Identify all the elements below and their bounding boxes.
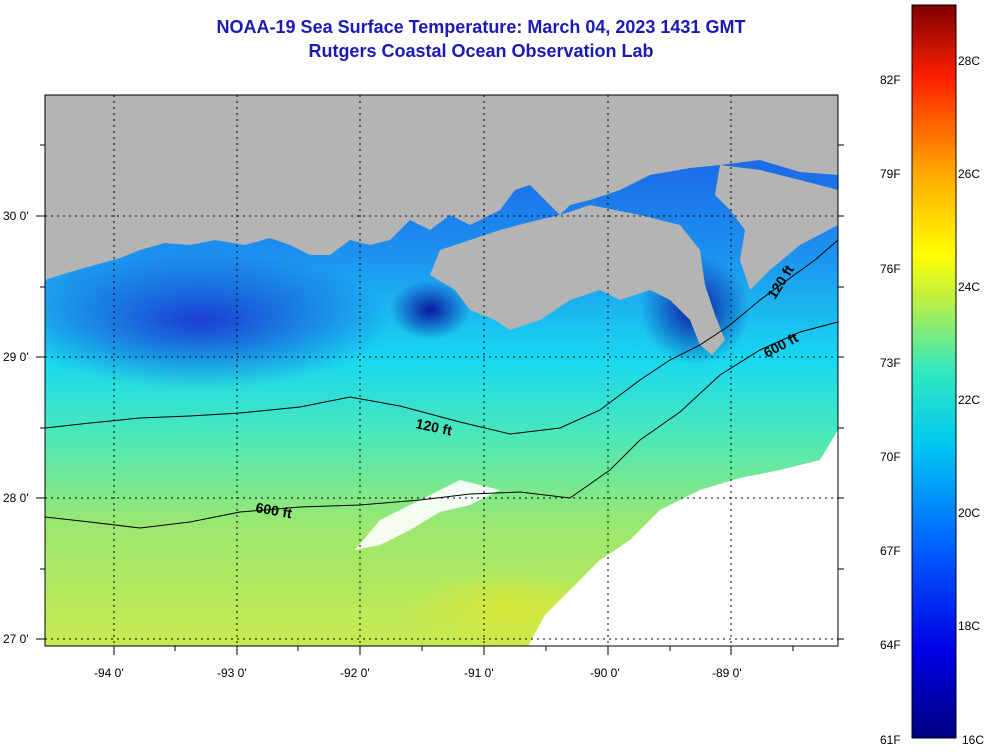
colorbar-label-c: 16C xyxy=(962,733,984,747)
lon-label: -93 0' xyxy=(217,666,247,680)
lat-label: 30 0' xyxy=(3,209,29,223)
cloud-patch-southeast xyxy=(528,430,838,646)
colorbar-label-f: 73F xyxy=(880,356,901,370)
lon-label: -92 0' xyxy=(340,666,370,680)
colorbar-label-c: 22C xyxy=(958,393,980,407)
map-border xyxy=(44,94,839,647)
map-title: NOAA-19 Sea Surface Temperature: March 0… xyxy=(216,17,746,37)
contour-label-600ft-west: 600 ft xyxy=(254,499,293,521)
lon-label: -89 0' xyxy=(712,666,742,680)
colorbar-label-c: 28C xyxy=(958,54,980,68)
lon-label: -90 0' xyxy=(590,666,620,680)
colorbar-label-f: 64F xyxy=(880,638,901,652)
colorbar-label-f: 70F xyxy=(880,450,901,464)
lat-label: 28 0' xyxy=(3,491,29,505)
contour-600ft xyxy=(45,321,838,529)
map-frame-content xyxy=(45,95,838,646)
colorbar-label-c: 24C xyxy=(958,280,980,294)
lat-label: 29 0' xyxy=(3,350,29,364)
land-mass xyxy=(45,95,838,280)
graticule xyxy=(45,95,838,646)
colorbar-label-f: 79F xyxy=(880,167,901,181)
lat-label: 27 0' xyxy=(3,632,29,646)
colorbar xyxy=(911,4,957,739)
barataria-land xyxy=(715,165,838,290)
cold-water-west xyxy=(45,250,390,390)
contour-120ft xyxy=(45,239,838,435)
mississippi-delta xyxy=(430,205,725,355)
lon-label: -94 0' xyxy=(94,666,124,680)
lon-label: -91 0' xyxy=(464,666,494,680)
colorbar-label-f: 67F xyxy=(880,544,901,558)
colorbar-label-c: 26C xyxy=(958,167,980,181)
bathymetry-contours xyxy=(45,239,838,529)
contour-label-120ft-west: 120 ft xyxy=(414,415,453,438)
map-subtitle: Rutgers Coastal Ocean Observation Lab xyxy=(308,41,654,61)
cold-water-atchafalaya xyxy=(390,280,470,340)
colorbar-label-c: 18C xyxy=(958,619,980,633)
colorbar-label-f: 82F xyxy=(880,73,901,87)
colorbar-label-f: 61F xyxy=(880,733,901,747)
colorbar-label-f: 76F xyxy=(880,262,901,276)
colorbar-gradient xyxy=(911,4,957,739)
axis-ticks xyxy=(36,144,844,655)
cloud-patch-shelf xyxy=(355,480,500,550)
colorbar-label-c: 20C xyxy=(958,506,980,520)
